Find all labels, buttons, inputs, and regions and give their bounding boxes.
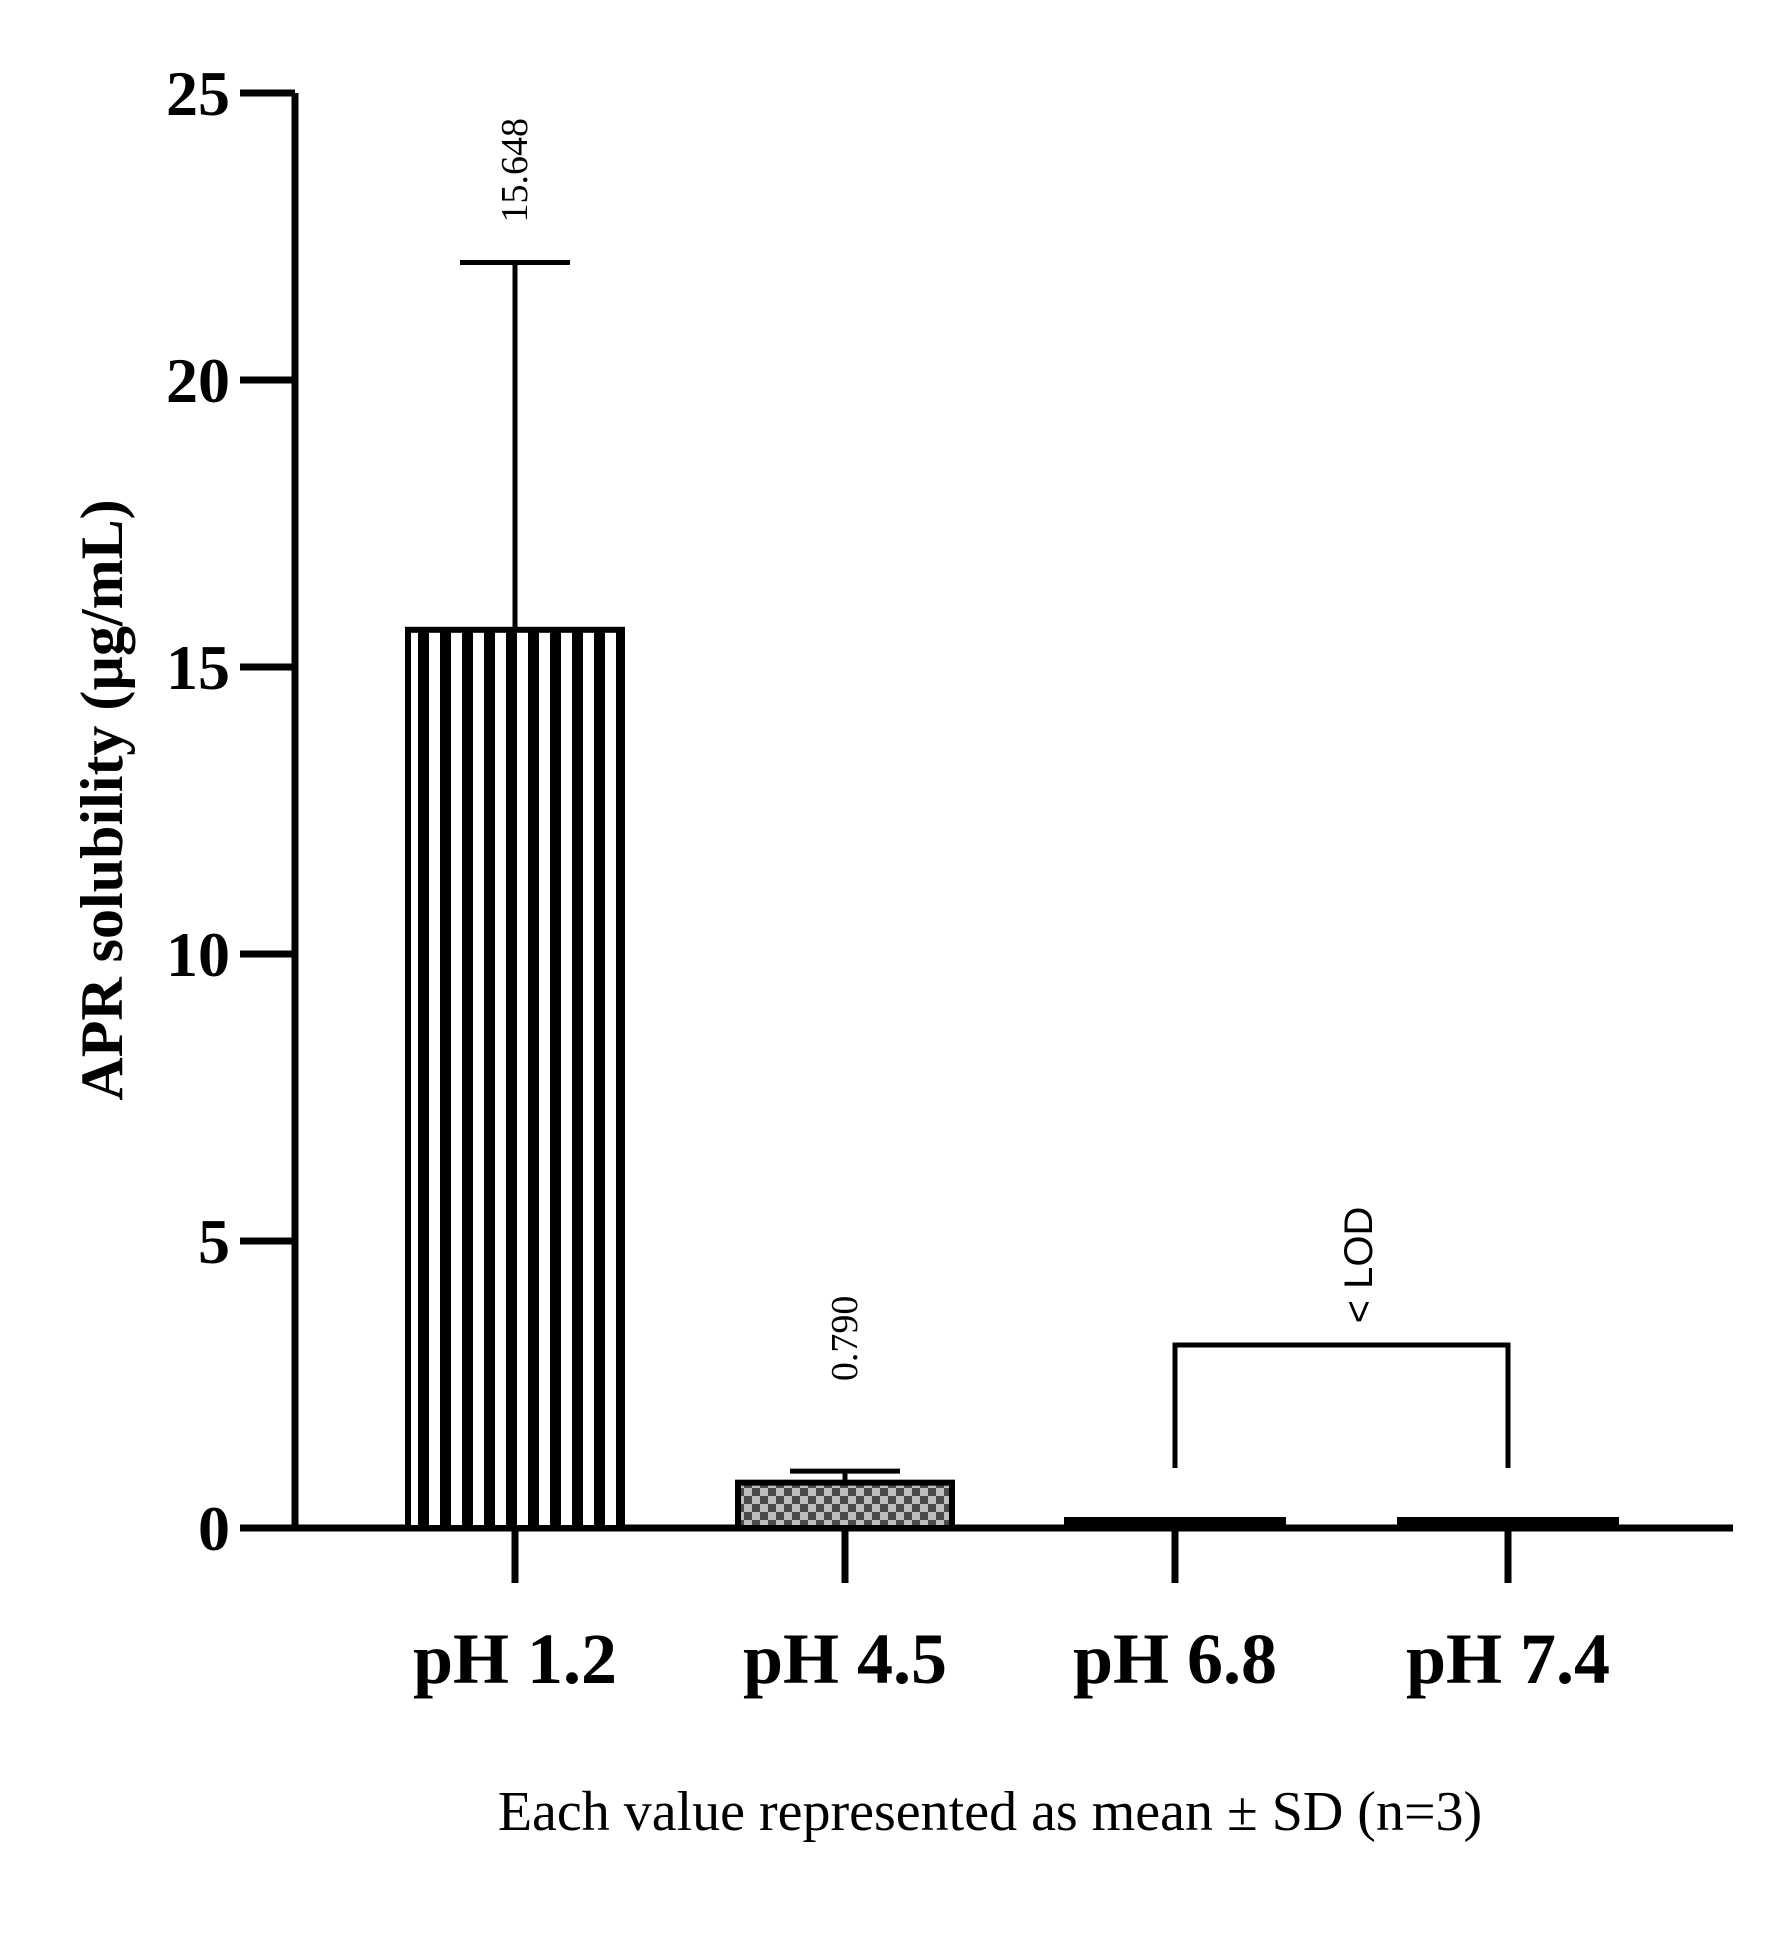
x-tick-label: pH 7.4 bbox=[1406, 1619, 1610, 1699]
y-tick-label: 0 bbox=[198, 1493, 230, 1564]
y-tick-label: 20 bbox=[166, 345, 230, 416]
y-tick-label: 10 bbox=[166, 919, 230, 990]
y-tick-label: 15 bbox=[166, 632, 230, 703]
error-bars bbox=[460, 259, 900, 1483]
bar bbox=[735, 1479, 955, 1532]
y-axis: 0 5 10 15 20 25 bbox=[166, 58, 299, 1564]
y-axis-title: APR solubility (µg/mL) bbox=[69, 499, 135, 1100]
data-label: 0.790 bbox=[824, 1296, 866, 1382]
lod-annotation: < LOD bbox=[1337, 1207, 1381, 1324]
y-tick-label: 5 bbox=[198, 1206, 230, 1277]
x-tick-label: pH 1.2 bbox=[413, 1619, 617, 1699]
lod-bracket bbox=[1172, 1342, 1511, 1468]
footnote: Each value represented as mean ± SD (n=3… bbox=[498, 1781, 1482, 1843]
x-axis: pH 1.2 pH 4.5 pH 6.8 pH 7.4 bbox=[240, 1524, 1733, 1699]
data-label: 15.648 bbox=[494, 118, 536, 223]
y-tick-label: 25 bbox=[166, 58, 230, 129]
x-tick-label: pH 6.8 bbox=[1073, 1619, 1277, 1699]
bar bbox=[405, 626, 625, 1531]
data-labels: 15.648 0.790 bbox=[494, 118, 866, 1381]
bars bbox=[405, 626, 1619, 1532]
x-tick-label: pH 4.5 bbox=[743, 1619, 947, 1699]
